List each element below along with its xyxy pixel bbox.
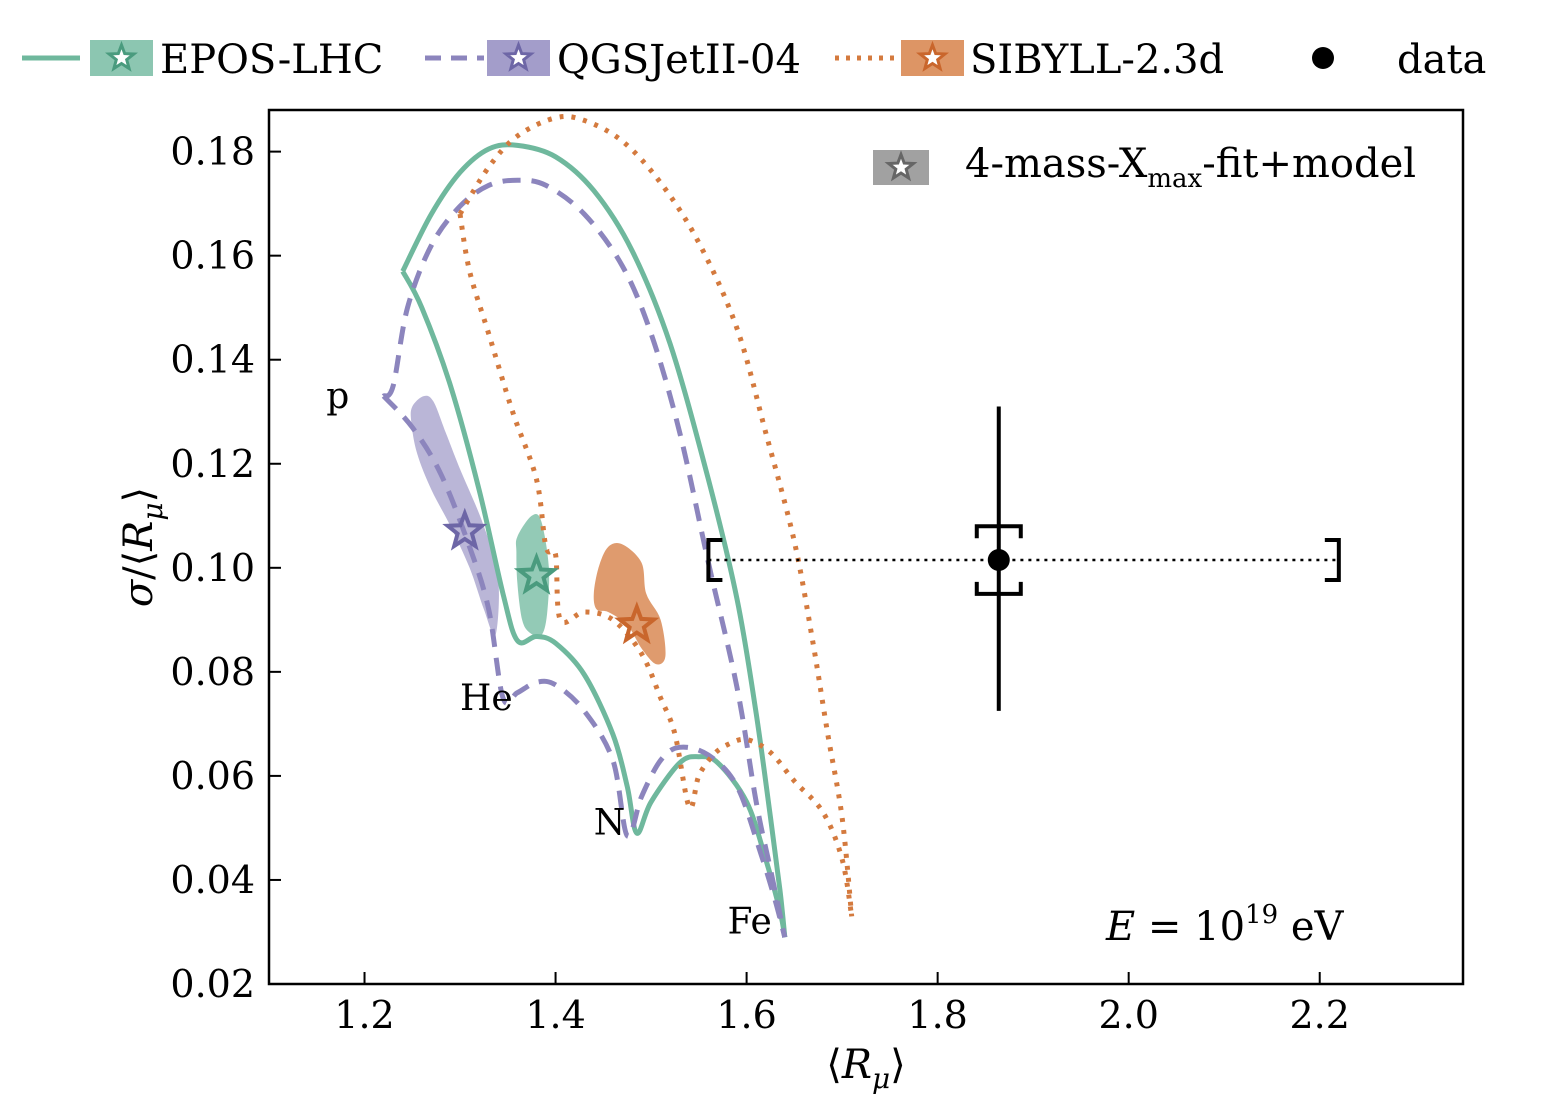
legend-entry-epos: EPOS-LHC — [22, 37, 383, 83]
star-sibyll-icon — [614, 601, 660, 645]
y-axis-title-sub: μ — [136, 502, 169, 520]
y-tick-label: 0.08 — [170, 650, 255, 694]
inner-legend-label-post: -fit+model — [1202, 141, 1416, 187]
curves-layer — [381, 113, 855, 938]
data-y-sys-bracket-top — [974, 524, 1023, 539]
x-tick-label: 1.2 — [334, 993, 394, 1037]
band-qgsjet — [410, 395, 499, 637]
data-point-marker — [987, 549, 1010, 572]
y-axis-title-slash: /⟨ — [116, 551, 162, 580]
energy-equals: = 10 — [1135, 904, 1245, 950]
legend-entry-sibyll: SIBYLL-2.3d — [835, 37, 1224, 83]
y-tick-label: 0.10 — [170, 546, 255, 590]
legend-entry-qgsjet: QGSJetII-04 — [425, 37, 801, 83]
data-y-sys-bracket-bottom — [974, 581, 1023, 596]
x-tick-label: 1.8 — [907, 993, 967, 1037]
y-axis-title-symbol: R — [116, 521, 162, 552]
inner-legend-label: 4-mass-Xmax-fit+model — [965, 141, 1416, 194]
legend-data-label: data — [1397, 37, 1486, 83]
y-tick-label: 0.06 — [170, 754, 255, 798]
curve-qgsjet-inner — [381, 394, 788, 938]
legend-sibyll-star-icon — [916, 40, 949, 72]
x-axis-title-symbol: R — [841, 1042, 872, 1088]
curve-epos-inner — [400, 270, 788, 938]
energy-annotation: E = 1019 eV — [1105, 900, 1345, 950]
energy-unit: eV — [1278, 904, 1344, 950]
stars-layer — [442, 507, 660, 645]
mass-label-he: He — [460, 678, 513, 719]
data-x-sys-bracket-right — [1324, 538, 1341, 583]
mass-labels-layer: p He N Fe — [326, 376, 772, 942]
legend-data-marker — [1312, 47, 1334, 69]
x-tick-label: 1.4 — [525, 993, 585, 1037]
y-axis-title: σ/⟨Rμ⟩ — [116, 487, 169, 607]
legend-sibyll-label: SIBYLL-2.3d — [970, 37, 1224, 83]
curve-epos-outer — [400, 142, 788, 938]
band-epos — [515, 514, 550, 637]
x-axis-title-bracket-left: ⟨ — [826, 1042, 842, 1088]
x-tick-label: 2.2 — [1290, 993, 1350, 1037]
x-tick-label: 1.6 — [716, 993, 776, 1037]
data-point-layer — [706, 406, 1341, 711]
mass-label-p: p — [326, 376, 349, 417]
legend: EPOS-LHC QGSJetII-04 SIBYLL-2.3d data — [22, 37, 1486, 83]
curve-qgsjet-outer — [381, 177, 788, 938]
y-axis: 0.02 0.04 0.06 0.08 0.10 0.12 0.14 0.16 0.18 — [170, 130, 281, 1006]
y-axis-title-sigma: σ — [116, 578, 162, 607]
x-axis-title-bracket-right: ⟩ — [890, 1042, 906, 1088]
y-axis-title-bracket-right: ⟩ — [116, 487, 162, 503]
star-epos-icon — [513, 551, 560, 595]
y-tick-label: 0.12 — [170, 442, 255, 486]
y-tick-label: 0.18 — [170, 130, 255, 174]
y-tick-label: 0.02 — [170, 962, 255, 1006]
x-tick-label: 2.0 — [1098, 993, 1158, 1037]
x-axis-title: ⟨Rμ⟩ — [826, 1042, 906, 1095]
x-axis: 1.2 1.4 1.6 1.8 2.0 2.2 — [334, 972, 1350, 1037]
y-tick-label: 0.14 — [170, 338, 255, 382]
y-tick-label: 0.04 — [170, 858, 255, 902]
legend-qgsjet-star-icon — [502, 40, 535, 72]
legend-qgsjet-label: QGSJetII-04 — [557, 37, 801, 83]
energy-symbol: E — [1105, 904, 1135, 950]
legend-epos-label: EPOS-LHC — [160, 37, 383, 83]
inner-legend-label-sub: max — [1147, 164, 1202, 194]
y-tick-label: 0.16 — [170, 234, 255, 278]
data-x-sys-bracket-left — [706, 538, 723, 583]
star-qgsjet-icon — [442, 507, 488, 551]
legend-epos-star-icon — [105, 40, 138, 72]
inner-legend: 4-mass-Xmax-fit+model — [873, 141, 1416, 194]
mass-label-n: N — [594, 803, 626, 844]
mass-label-fe: Fe — [727, 902, 771, 943]
legend-entry-data: data — [1312, 37, 1486, 83]
band-sibyll — [593, 543, 666, 665]
inner-legend-star-icon — [884, 150, 918, 182]
energy-exponent: 19 — [1245, 900, 1278, 930]
inner-legend-label-pre: 4-mass-X — [965, 141, 1148, 187]
x-axis-title-sub: μ — [872, 1062, 890, 1095]
plot-frame — [267, 108, 1465, 986]
